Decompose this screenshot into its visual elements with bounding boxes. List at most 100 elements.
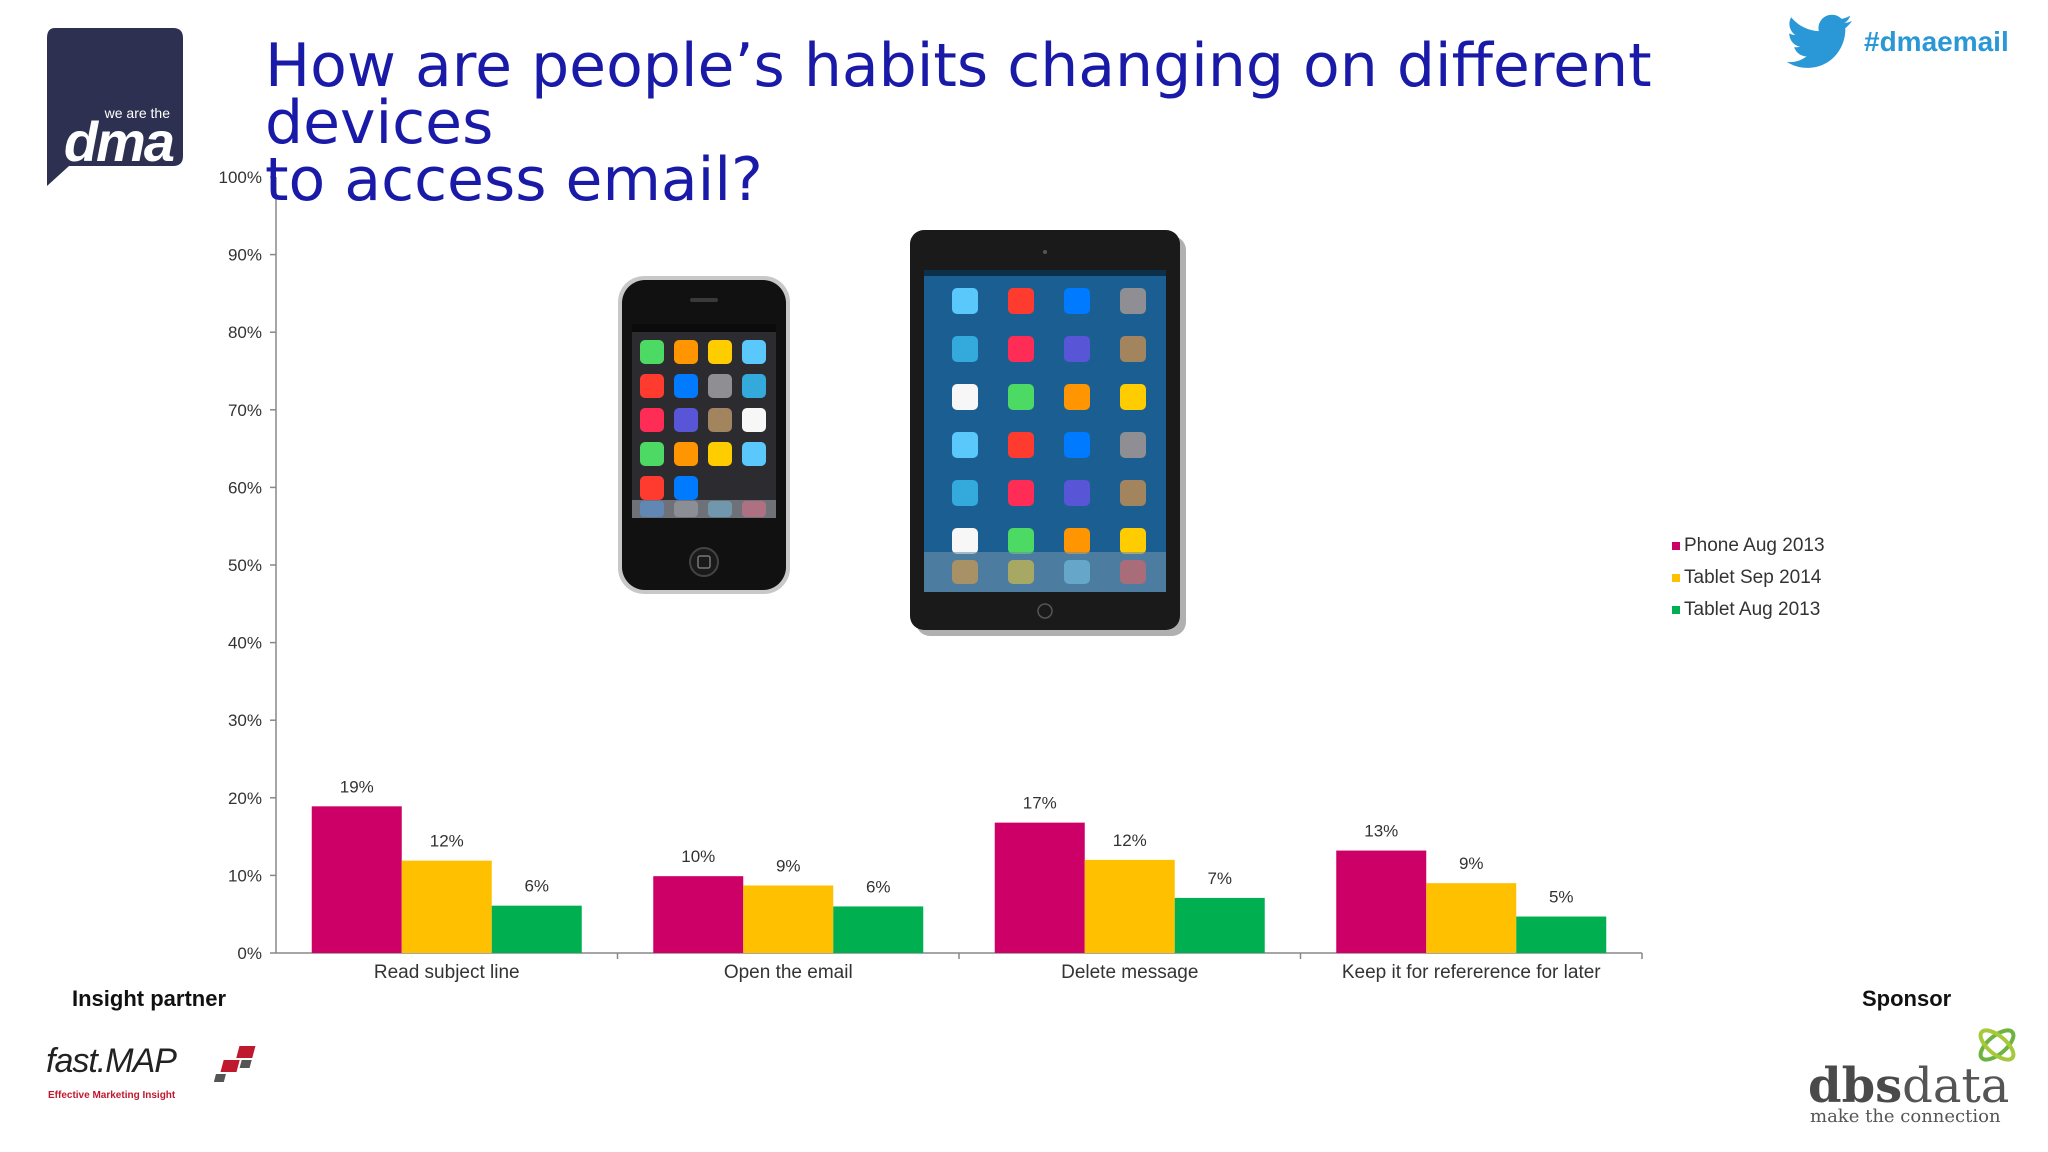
app-icon (1064, 528, 1090, 554)
legend-swatch (1672, 574, 1680, 582)
legend-item-phone-aug-2013: Phone Aug 2013 (1672, 530, 1825, 562)
app-icon (708, 408, 732, 432)
app-icon (1008, 528, 1034, 554)
app-icon (1064, 480, 1090, 506)
dma-logo-small-text: we are the (104, 105, 171, 121)
y-tick-label: 60% (228, 478, 262, 497)
app-icon (742, 442, 766, 466)
app-icon (1120, 384, 1146, 410)
x-category-label: Read subject line (374, 962, 520, 983)
app-icon (952, 528, 978, 554)
insight-partner-label: Insight partner (72, 986, 227, 1011)
legend-swatch (1672, 542, 1680, 550)
bar (401, 860, 492, 953)
data-label: 10% (681, 847, 715, 866)
app-icon (674, 374, 698, 398)
bar (743, 885, 834, 953)
app-icon (952, 336, 978, 362)
data-label: 6% (866, 877, 891, 896)
app-icon (640, 340, 664, 364)
sponsor-label: Sponsor (1862, 986, 1952, 1011)
bar (1084, 859, 1175, 953)
y-tick-label: 100% (219, 168, 262, 187)
y-tick-label: 40% (228, 634, 262, 653)
app-icon (640, 374, 664, 398)
y-tick-label: 30% (228, 711, 262, 730)
chart-legend: Phone Aug 2013 Tablet Sep 2014 Tablet Au… (1672, 530, 1825, 626)
data-label: 5% (1549, 888, 1574, 907)
dbsdata-logo-rest: data (1902, 1058, 2010, 1114)
app-icon (952, 288, 978, 314)
bar (1426, 883, 1517, 953)
data-label: 12% (1113, 831, 1147, 850)
legend-label: Tablet Aug 2013 (1684, 599, 1821, 620)
dma-logo-text: dma (64, 110, 174, 173)
app-icon (952, 480, 978, 506)
bar (1174, 897, 1265, 953)
app-icon (1008, 384, 1034, 410)
y-tick-label: 20% (228, 789, 262, 808)
data-label: 12% (430, 832, 464, 851)
app-icon (640, 442, 664, 466)
tablet-image (910, 230, 1186, 636)
app-icon (1120, 480, 1146, 506)
app-icon (1008, 288, 1034, 314)
app-icon (1064, 336, 1090, 362)
app-icon (1008, 336, 1034, 362)
app-icon (1008, 480, 1034, 506)
app-icon (1120, 288, 1146, 314)
y-tick-label: 70% (228, 401, 262, 420)
app-icon (742, 408, 766, 432)
app-icon (708, 442, 732, 466)
app-icon (742, 374, 766, 398)
fastmap-logo-text: fast.MAP (46, 1042, 177, 1080)
data-label: 6% (524, 877, 549, 896)
app-icon (1120, 432, 1146, 458)
app-icon (674, 340, 698, 364)
legend-item-tablet-sep-2014: Tablet Sep 2014 (1672, 562, 1825, 594)
x-category-label: Open the email (724, 962, 853, 983)
fastmap-mark-icon (214, 1046, 256, 1082)
dbsdata-logo: dbsdata make the connection (1806, 1020, 2016, 1130)
y-tick-label: 50% (228, 556, 262, 575)
bar (1336, 850, 1427, 953)
app-icon (1064, 432, 1090, 458)
app-icon (952, 384, 978, 410)
dbsdata-tagline: make the connection (1810, 1106, 2001, 1127)
data-label: 17% (1023, 794, 1057, 813)
app-icon (1064, 384, 1090, 410)
y-tick-label: 10% (228, 866, 262, 885)
app-icon (1064, 288, 1090, 314)
data-label: 19% (340, 777, 374, 796)
app-icon (1120, 336, 1146, 362)
data-label: 9% (1459, 854, 1484, 873)
title-line-2: to access email? (265, 145, 763, 215)
x-category-label: Delete message (1061, 962, 1198, 983)
app-icon (952, 432, 978, 458)
fastmap-logo: fast.MAP Effective Marketing Insight (46, 1042, 266, 1102)
hashtag: #dmaemail (1864, 26, 2009, 57)
app-icon (742, 340, 766, 364)
bar (833, 906, 924, 953)
dma-logo: we are the dma (47, 28, 183, 186)
dbsdata-logo-bold: dbs (1808, 1058, 1903, 1114)
bar (994, 822, 1085, 953)
bar (491, 905, 582, 953)
dbsdata-mark-icon (1978, 1028, 2016, 1062)
legend-item-tablet-aug-2013: Tablet Aug 2013 (1672, 594, 1825, 626)
twitter-bird-icon (1786, 14, 1852, 68)
app-icon (674, 476, 698, 500)
bar (311, 806, 402, 953)
app-icon (1120, 528, 1146, 554)
x-category-label: Keep it for refererence for later (1342, 962, 1601, 983)
smartphone-image (618, 276, 790, 594)
app-icon (708, 340, 732, 364)
app-icon (640, 476, 664, 500)
fastmap-tagline: Effective Marketing Insight (48, 1090, 176, 1101)
app-icon (1008, 432, 1034, 458)
y-tick-label: 0% (237, 944, 262, 963)
app-icon (674, 442, 698, 466)
data-label: 7% (1207, 869, 1232, 888)
app-icon (708, 374, 732, 398)
